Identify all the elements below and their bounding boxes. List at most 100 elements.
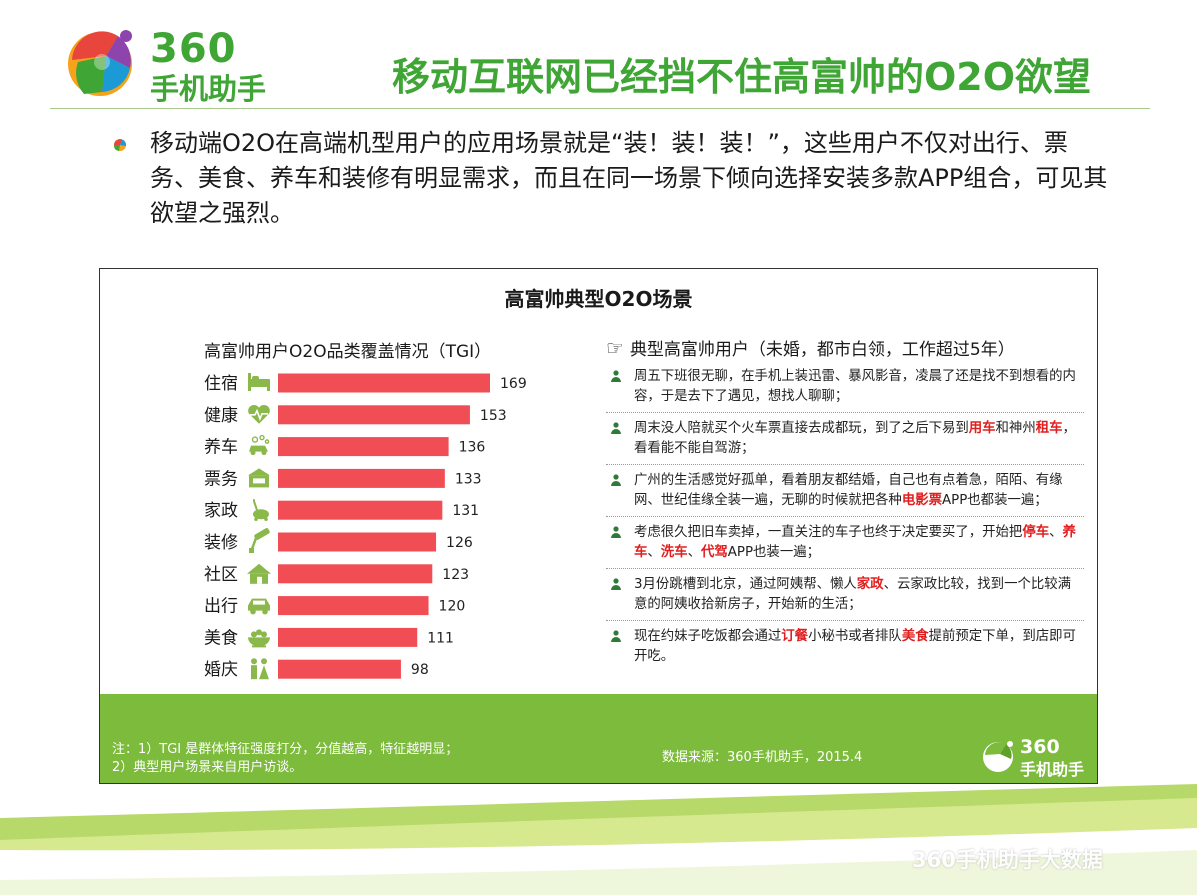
360-ball-icon <box>983 741 1013 772</box>
bar <box>278 468 445 488</box>
quote-text: 3月份跳槽到北京，通过阿姨帮、懒人 <box>634 577 857 592</box>
person-icon <box>611 422 621 434</box>
bar <box>278 437 449 457</box>
bar-value-label: 133 <box>455 471 482 487</box>
category-label: 社区 <box>204 565 238 585</box>
category-label: 健康 <box>204 406 238 426</box>
highlight-keyword: 代驾 <box>700 545 728 560</box>
brand-logo: 360 手机助手 <box>62 22 302 106</box>
bullet-icon <box>113 139 127 151</box>
person-icon <box>611 526 621 538</box>
quote-text: 小秘书或者排队 <box>808 629 902 644</box>
person-icon <box>611 370 621 382</box>
person-icon <box>611 578 621 590</box>
highlight-keyword: 洗车 <box>660 545 688 560</box>
highlight-keyword: 电影票 <box>901 493 942 508</box>
highlight-keyword: 停车 <box>1022 525 1050 540</box>
logo-name: 手机助手 <box>150 72 267 106</box>
pointing-hand-icon: ☞ <box>606 336 624 360</box>
footer-logo-number: 360 <box>1020 736 1060 758</box>
highlight-keyword: 养车 <box>634 525 1076 560</box>
bar <box>278 627 418 647</box>
category-label: 家政 <box>204 501 238 521</box>
quote-text: 、 <box>687 545 701 560</box>
bed-icon <box>248 373 270 391</box>
category-label: 婚庆 <box>204 660 238 680</box>
intro-text: 移动端O2O在高端机型用户的应用场景就是“装！装！装！”，这些用户不仅对出行、票… <box>150 129 1108 227</box>
quote-text: APP也都装一遍； <box>941 493 1048 508</box>
quote-text: 考虑很久把旧车卖掉，一直关注的车子也终于决定要买了，开始把 <box>634 525 1023 540</box>
bar-value-label: 120 <box>439 599 466 615</box>
quote-text: 周五下班很无聊，在手机上装迅雷、暴风影音，凌晨了还是找不到想看的内容，于是去下了… <box>634 369 1076 404</box>
o2o-scenario-panel: 高富帅典型O2O场景 高富帅用户O2O品类覆盖情况（TGI） 住宿 169 健康 15… <box>99 268 1098 784</box>
wedding-couple-icon <box>251 658 269 680</box>
footnote-2: 2）典型用户场景来自用户访谈。 <box>112 760 303 775</box>
community-house-icon <box>247 563 271 584</box>
user-quote: 考虑很久把旧车卖掉，一直关注的车子也终于决定要买了，开始把停车、养车、洗车、代驾… <box>606 523 1084 569</box>
users-title-text: 典型高富帅用户（未婚，都市白领，工作超过5年） <box>629 340 1015 360</box>
quote-text: 广州的生活感觉好孤单，看着朋友都结婚，自己也有点着急，陌陌、有缘网、世纪佳缘全装… <box>634 473 1063 508</box>
highlight-keyword: 订餐 <box>781 629 809 644</box>
bottom-swoosh-decoration <box>0 784 1197 895</box>
bar-value-label: 153 <box>480 408 507 424</box>
paint-roller-icon <box>249 528 270 553</box>
category-label: 养车 <box>204 438 238 458</box>
quote-text: 周末没人陪就买个火车票直接去成都玩，到了之后下易到 <box>634 421 969 436</box>
person-icon <box>611 474 621 486</box>
user-quote-list: 周五下班很无聊，在手机上装迅雷、暴风影音，凌晨了还是找不到想看的内容，于是去下了… <box>606 367 1084 678</box>
user-quote: 广州的生活感觉好孤单，看着朋友都结婚，自己也有点着急，陌陌、有缘网、世纪佳缘全装… <box>606 471 1084 517</box>
users-title: ☞ 典型高富帅用户（未婚，都市白领，工作超过5年） <box>606 335 1015 360</box>
header-divider <box>50 108 1150 109</box>
highlight-keyword: 美食 <box>901 629 929 644</box>
quote-text: 、云家政比较，找到一个比较满意的阿姨收拾新房子，开始新的生活； <box>634 577 1072 612</box>
vacuum-cleaner-icon <box>253 499 269 521</box>
highlight-keyword: 家政 <box>856 577 884 592</box>
category-label: 装修 <box>204 533 238 553</box>
watermark: 360手机助手大数据 <box>912 848 1103 872</box>
footnote-1: 注：1）TGI 是群体特征强度打分，分值越高，特征越明显； <box>112 742 459 757</box>
user-quote: 周五下班很无聊，在手机上装迅雷、暴风影音，凌晨了还是找不到想看的内容，于是去下了… <box>606 367 1084 413</box>
page-title: 移动互联网已经挡不住高富帅的O2O欲望 <box>392 55 1092 99</box>
bar <box>278 564 433 584</box>
chart-title: 高富帅用户O2O品类覆盖情况（TGI） <box>204 342 492 362</box>
category-label: 住宿 <box>204 374 238 394</box>
bar-value-label: 131 <box>452 503 479 519</box>
360-ball-icon <box>68 30 132 96</box>
bar <box>278 659 401 679</box>
category-label: 票务 <box>204 469 238 489</box>
bar <box>278 405 470 425</box>
user-quote: 3月份跳槽到北京，通过阿姨帮、懒人家政、云家政比较，找到一个比较满意的阿姨收拾新… <box>606 575 1084 621</box>
data-source: 数据来源：360手机助手，2015.4 <box>662 750 863 765</box>
heart-pulse-icon <box>248 404 270 424</box>
user-quote: 现在约妹子吃饭都会通过订餐小秘书或者排队美食提前预定下单，到店即可开吃。 <box>606 627 1084 672</box>
bar-value-label: 169 <box>500 376 527 392</box>
person-icon <box>611 630 621 642</box>
bar-value-label: 126 <box>446 535 473 551</box>
tgi-bar-chart: 住宿 169 健康 153 养车 136 票务 133 家政 131 装修 126 社区 123 出行 120… <box>204 373 527 680</box>
bar <box>278 373 490 393</box>
bar-value-label: 136 <box>459 440 486 456</box>
food-bowl-icon <box>248 629 270 648</box>
quote-text: 提前预定下单，到店即可开吃。 <box>634 629 1076 664</box>
bar-value-label: 111 <box>427 630 454 646</box>
highlight-keyword: 租车 <box>1035 421 1063 436</box>
car-icon <box>248 598 270 615</box>
quote-text: 、 <box>647 545 661 560</box>
ticket-office-icon <box>248 468 270 488</box>
quote-text: ，看看能不能自驾游； <box>634 421 1076 456</box>
quote-text: APP也装一遍； <box>727 545 820 560</box>
panel-title: 高富帅典型O2O场景 <box>504 287 693 311</box>
car-wash-icon <box>249 434 270 456</box>
footer-logo: 360 手机助手 <box>980 736 1090 779</box>
logo-number: 360 <box>150 26 237 72</box>
bar <box>278 596 429 616</box>
user-quote: 周末没人陪就买个火车票直接去成都玩，到了之后下易到用车和神州租车，看看能不能自驾… <box>606 419 1084 465</box>
bar-value-label: 98 <box>411 662 429 678</box>
footer-logo-name: 手机助手 <box>1020 760 1085 779</box>
bar-value-label: 123 <box>442 567 469 583</box>
bar <box>278 532 437 552</box>
highlight-keyword: 用车 <box>968 421 996 436</box>
quote-text: 和神州 <box>995 421 1036 436</box>
quote-text: 、 <box>1049 525 1063 540</box>
category-label: 出行 <box>204 597 238 617</box>
